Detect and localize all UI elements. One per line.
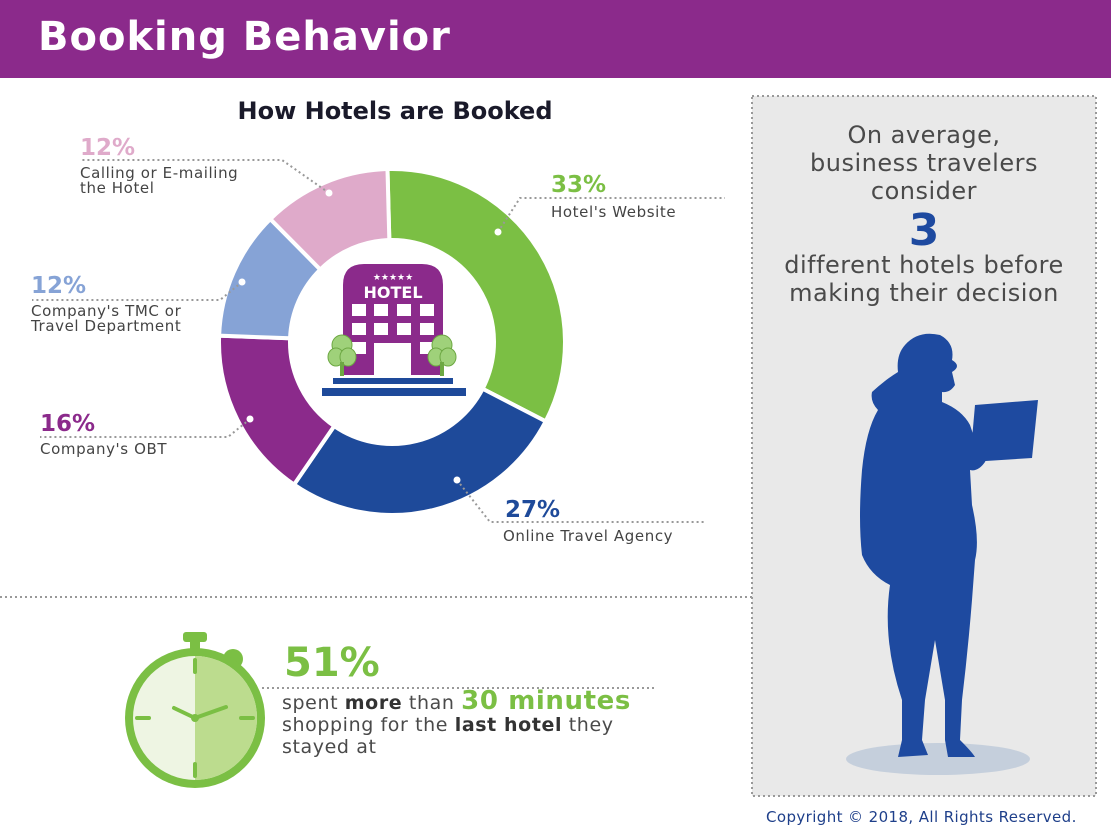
chart-title: How Hotels are Booked (237, 97, 553, 125)
leader-line-calling (82, 159, 330, 194)
donut-slice-calling (267, 167, 392, 273)
donut-slice-website (385, 167, 567, 425)
side-text-line4: different hotels before (784, 251, 1064, 279)
stat-text-minutes: 30 minutes (461, 686, 631, 716)
label-tmc-line1: Company's TMC or (31, 302, 182, 320)
stopwatch-icon (125, 632, 265, 788)
hotel-stars: ★★★★★ (373, 273, 413, 283)
label-pct-ota: 27% (505, 497, 561, 523)
leader-line-ota (456, 479, 705, 523)
stat-text-5: stayed at (282, 736, 377, 758)
label-pct-calling: 12% (80, 135, 136, 161)
stat-text-3: shopping for the (282, 714, 455, 736)
label-obt: Company's OBT (40, 440, 168, 458)
donut-chart (217, 167, 567, 517)
header-bar: Booking Behavior (0, 0, 1111, 78)
side-text-line3: consider (870, 177, 978, 205)
side-text-line2: business travelers (810, 149, 1038, 177)
hotel-icon: ★★★★★ HOTEL (322, 264, 466, 396)
side-text-line1: On average, (847, 121, 1001, 149)
copyright: Copyright © 2018, All Rights Reserved. (766, 808, 1077, 826)
donut-slice-ota (291, 386, 549, 517)
label-calling-line1: Calling or E-mailing (80, 164, 239, 182)
label-pct-tmc: 12% (31, 273, 87, 299)
traveler-silhouette-icon (846, 333, 1038, 775)
side-text-line5: making their decision (789, 279, 1059, 307)
label-pct-website: 33% (551, 172, 607, 198)
stat-description: spent more than 30 minutes shopping for … (282, 688, 662, 758)
leader-line-website (497, 197, 725, 233)
stat-text-4: they (562, 714, 614, 736)
label-tmc-line2: Travel Department (31, 317, 182, 335)
label-calling-line2: the Hotel (80, 179, 155, 197)
stat-text-more: more (344, 692, 403, 714)
label-pct-obt: 16% (40, 411, 96, 437)
leader-dots (238, 189, 502, 484)
label-website: Hotel's Website (551, 203, 677, 221)
side-number: 3 (908, 205, 940, 256)
stat-text-2: than (402, 692, 462, 714)
label-ota: Online Travel Agency (503, 527, 674, 545)
stat-percent: 51% (284, 640, 380, 686)
page-title: Booking Behavior (38, 14, 451, 60)
stat-text-last-hotel: last hotel (454, 714, 563, 736)
stat-text-1: spent (282, 692, 345, 714)
leader-lines (32, 159, 725, 523)
hotel-sign-text: HOTEL (363, 283, 422, 302)
